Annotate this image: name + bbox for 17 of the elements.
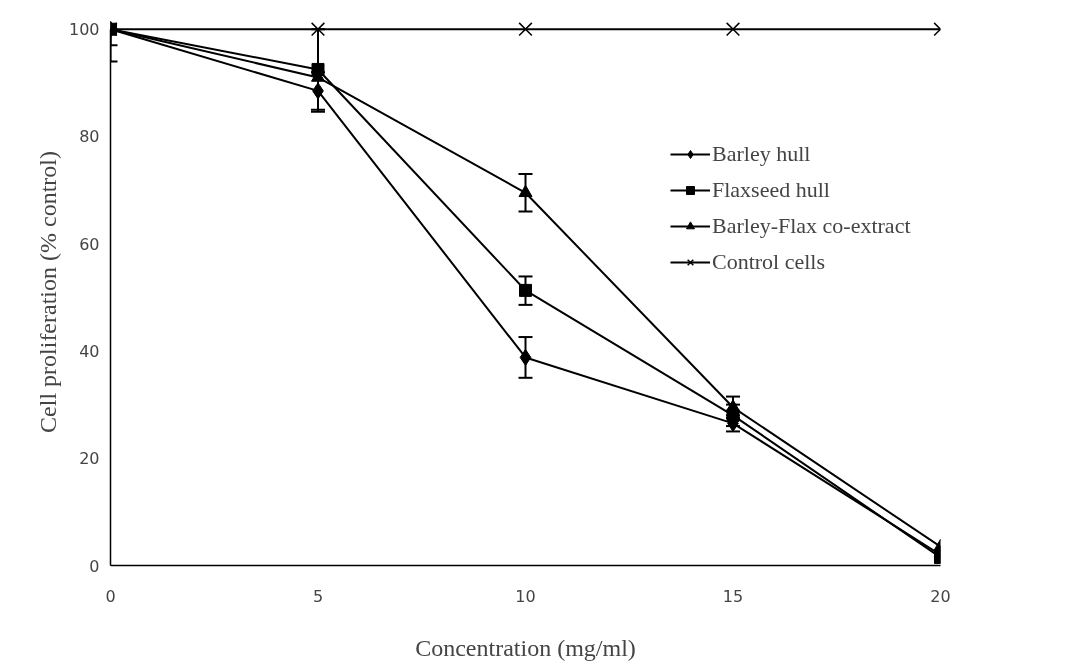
- legend-label: Flaxseed hull: [712, 177, 830, 203]
- x-axis-title: Concentration (mg/ml): [415, 634, 636, 661]
- x-tick-label: 20: [930, 586, 951, 606]
- x-tick-label: 5: [312, 586, 324, 606]
- legend-label: Barley-Flax co-extract: [712, 213, 911, 239]
- x-tick-label: 15: [722, 586, 744, 606]
- y-tick-label: 20: [79, 449, 100, 469]
- y-tick-label: 60: [79, 234, 100, 254]
- legend-label: Barley hull: [712, 141, 811, 167]
- legend-label: Control cells: [712, 249, 826, 275]
- y-tick-label: 80: [79, 127, 100, 147]
- x-tick-label: 10: [515, 586, 536, 606]
- x-tick-label: 0: [105, 586, 116, 606]
- y-tick-label: 40: [79, 341, 100, 361]
- y-tick-label: 0: [89, 556, 100, 576]
- y-axis-title: Cell proliferation (% control): [34, 151, 61, 433]
- y-tick-label: 100: [68, 20, 100, 40]
